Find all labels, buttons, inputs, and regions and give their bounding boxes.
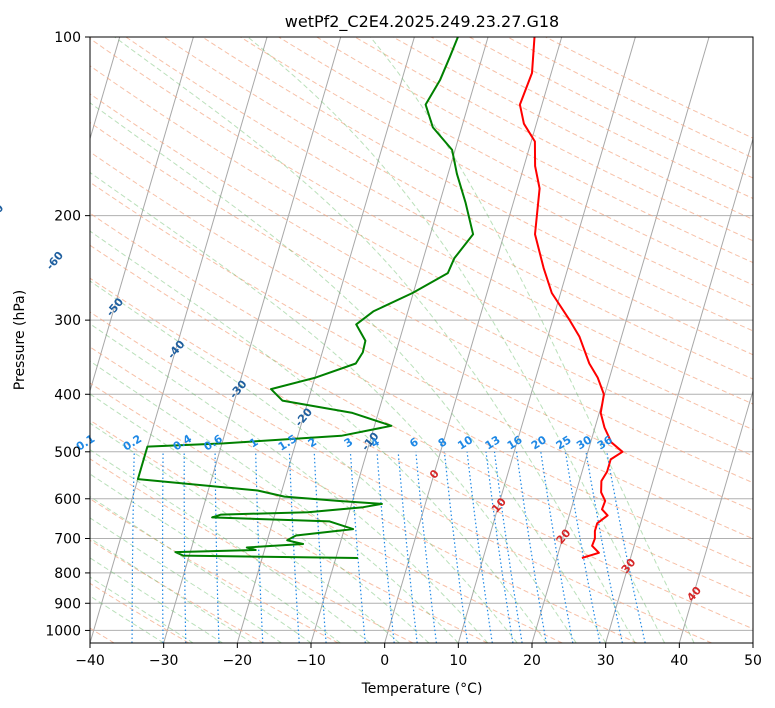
x-tick-label: −10 <box>296 653 326 669</box>
moist-adiabat <box>247 37 666 643</box>
plot-frame <box>89 36 754 644</box>
mixing-ratio-line <box>443 451 469 643</box>
y-tick-label: 100 <box>54 30 81 46</box>
temperature-profile <box>518 37 624 559</box>
moist-adiabat <box>90 102 607 643</box>
y-axis-title: Pressure (hPa) <box>12 290 28 390</box>
dry-adiabat <box>90 498 339 643</box>
moist-adiabat <box>90 473 341 643</box>
mixing-ratio-line <box>288 451 300 643</box>
mixing-ratio-line <box>397 451 418 643</box>
x-tick-label: 30 <box>597 653 615 669</box>
x-tick-label: −20 <box>223 653 253 669</box>
isotherm-line <box>163 37 342 643</box>
x-tick-label: −40 <box>75 653 105 669</box>
mixing-ratio-line <box>82 452 88 643</box>
moist-adiabat <box>90 280 518 643</box>
x-tick-label: 20 <box>523 653 541 669</box>
y-tick-label: 300 <box>54 313 81 329</box>
x-tick-label: 10 <box>449 653 467 669</box>
dry-adiabat <box>90 382 563 643</box>
profile-lines <box>136 37 624 559</box>
mixing-ratio-line <box>466 451 493 643</box>
dry-adiabat <box>90 458 414 643</box>
y-tick-label: 700 <box>54 532 81 548</box>
moist-adiabat <box>90 517 282 643</box>
mixing-ratio-line <box>349 451 366 643</box>
dewpoint-profile <box>136 37 475 559</box>
background-lines <box>82 37 753 643</box>
dry-adiabat <box>90 277 753 630</box>
y-tick-label: 1000 <box>45 623 81 639</box>
plot-background <box>90 37 753 643</box>
mixing-ratio-line <box>255 451 264 643</box>
moist-adiabat <box>90 323 489 643</box>
chart-title: wetPf2_C2E4.2025.249.23.27.G18 <box>285 12 559 32</box>
moist-adiabat <box>370 37 695 643</box>
dry-adiabat <box>90 244 753 599</box>
isotherm-line <box>236 37 415 643</box>
moist-adiabat <box>90 360 459 643</box>
moist-adiabat <box>114 37 636 643</box>
mixing-ratio-line <box>564 451 601 643</box>
isotherm-line <box>752 641 753 643</box>
isotherm-line <box>90 37 268 643</box>
mixing-ratio-line <box>585 451 623 643</box>
mixing-ratio-line <box>415 451 437 643</box>
y-axis: 100 200 300 400 500 600 700 800 900 1000 <box>45 30 90 639</box>
dry-adiabat <box>90 65 753 431</box>
moist-adiabat <box>90 495 312 643</box>
dry-adiabat <box>90 121 753 484</box>
dry-adiabat <box>90 37 753 405</box>
isotherm-line <box>531 37 710 643</box>
y-tick-label: 600 <box>54 492 81 508</box>
y-tick-label: 200 <box>54 209 81 225</box>
dry-adiabat <box>90 419 488 643</box>
x-tick-label: −30 <box>149 653 179 669</box>
moist-adiabat <box>90 171 577 643</box>
dry-adiabat <box>90 346 638 643</box>
isotherm-line <box>678 389 753 643</box>
x-tick-label: 50 <box>744 653 762 669</box>
dry-adiabat <box>278 37 753 286</box>
isotherm-line <box>605 136 753 643</box>
x-axis-title: Temperature (°C) <box>361 681 483 697</box>
isotherm-line <box>457 37 636 643</box>
x-tick-label: 0 <box>380 653 389 669</box>
dry-adiabat <box>90 212 753 569</box>
x-axis: −40 −30 −20 −10 0 10 20 30 40 50 <box>75 643 762 669</box>
isotherm-label: -60 <box>43 249 66 273</box>
y-tick-label: 400 <box>54 387 81 403</box>
dry-adiabat <box>240 37 753 309</box>
dry-adiabat <box>90 582 190 643</box>
y-tick-label: 500 <box>54 445 81 461</box>
mixing-ratio-line <box>376 451 395 643</box>
mixing-ratio-line <box>313 451 327 643</box>
moist-adiabat <box>90 422 400 643</box>
x-tick-label: 40 <box>670 653 688 669</box>
y-tick-label: 900 <box>54 596 81 612</box>
dry-adiabat <box>90 181 753 540</box>
isotherm-label: -70 <box>0 201 7 225</box>
y-tick-label: 800 <box>54 566 81 582</box>
mixing-ratio-line <box>485 451 514 643</box>
isotherm-line <box>310 37 489 643</box>
dry-adiabat <box>90 93 753 457</box>
isotherm-line <box>90 37 194 393</box>
mixing-ratio-line <box>606 451 646 643</box>
